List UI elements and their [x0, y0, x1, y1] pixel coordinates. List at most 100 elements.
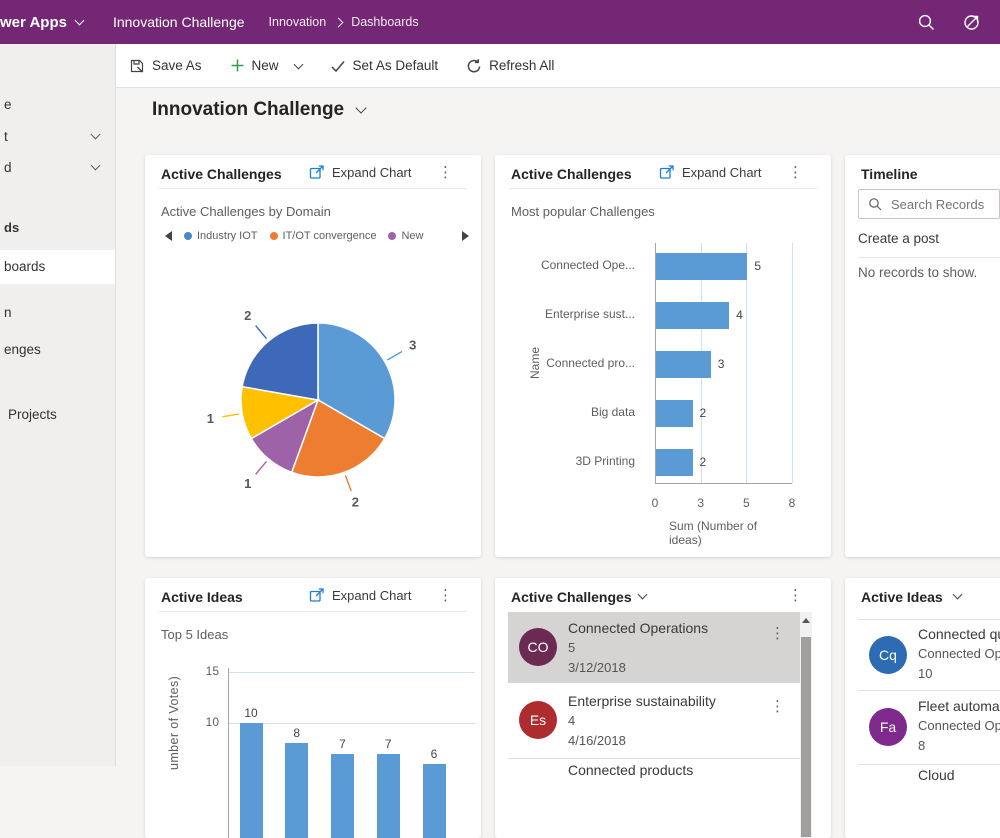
pie-leader-line: [255, 325, 268, 340]
bar[interactable]: [656, 399, 693, 427]
list-item-connected-quality[interactable]: Cq Connected qu Connected Op 10: [845, 620, 1000, 690]
y-tick-label: 15: [205, 664, 219, 678]
new-button[interactable]: New: [230, 58, 303, 73]
vote-count: 8: [918, 738, 926, 753]
search-icon[interactable]: [917, 13, 936, 32]
chevron-down-icon[interactable]: [637, 589, 648, 600]
app-name[interactable]: wer Apps: [0, 13, 67, 31]
bar-value-label: 3: [717, 357, 725, 371]
column-chart-plot: 15 10 10 8 7 7 6: [145, 578, 481, 838]
sidebar-item-dashboards[interactable]: boards: [0, 250, 115, 284]
list-item-partial[interactable]: Cloud: [918, 767, 955, 783]
dashboard-title[interactable]: Innovation Challenge: [152, 99, 367, 121]
sidebar-item-recent[interactable]: t: [0, 122, 115, 152]
gridline: [792, 243, 793, 483]
set-as-default-button[interactable]: Set As Default: [330, 58, 438, 73]
x-axis-label: Sum (Number of ideas): [669, 519, 758, 547]
x-tick-label: 0: [651, 496, 659, 510]
breadcrumb-area[interactable]: Innovation: [268, 15, 327, 29]
parent-challenge: Connected Op: [918, 646, 1000, 661]
list-scrollbar[interactable]: [800, 612, 812, 838]
card-active-ideas-chart: Active Ideas Expand Chart ⋮ Top 5 Ideas …: [145, 578, 481, 838]
y-tick-label: 10: [205, 715, 219, 729]
x-axis-line: [655, 483, 792, 484]
top-navigation-bar: wer Apps Innovation Challenge Innovation…: [0, 0, 1000, 44]
bar-chart-plot: 5 4 3 2 2: [655, 243, 793, 484]
refresh-icon: [467, 58, 481, 72]
pie-chart: 3 2 1 1 2: [207, 308, 417, 510]
vote-count: 10: [918, 666, 933, 681]
bar[interactable]: [656, 301, 730, 329]
expand-chart-icon: [309, 165, 324, 179]
card-active-challenges-list: Active Challenges ⋮ CO Connected Operati…: [495, 578, 831, 838]
save-as-button[interactable]: Save As: [129, 58, 202, 74]
more-commands-icon[interactable]: ⋮: [788, 164, 803, 181]
bar[interactable]: [656, 350, 711, 378]
card-title[interactable]: Active Ideas: [861, 589, 943, 605]
legend-next-icon[interactable]: [462, 231, 469, 241]
record-date: 4/16/2018: [568, 733, 626, 748]
column-bar[interactable]: [285, 743, 309, 838]
pie-slice[interactable]: [317, 322, 396, 440]
card-active-challenges-bar: Active Challenges Expand Chart ⋮ Most po…: [495, 155, 831, 557]
list-item-connected-operations[interactable]: CO Connected Operations 5 3/12/2018 ⋮: [508, 612, 800, 683]
list-item-fleet-automation[interactable]: Fa Fleet automat Connected Op 8: [845, 690, 1000, 764]
command-bar: Save As New Set As Default Refresh All: [115, 44, 1000, 88]
sidebar-item-projects[interactable]: Projects: [8, 407, 57, 422]
expand-chart-icon: [659, 165, 674, 179]
avatar: CO: [519, 628, 557, 666]
expand-chart-button[interactable]: Expand Chart: [309, 587, 412, 603]
more-commands-icon[interactable]: ⋮: [438, 164, 453, 181]
vote-count: 5: [568, 640, 576, 655]
bar-value-label: 10: [244, 706, 258, 720]
pie-value-label: 3: [409, 337, 416, 352]
sidebar-item-challenges[interactable]: enges: [4, 342, 41, 357]
list-item-partial[interactable]: Connected products: [568, 762, 694, 778]
refresh-all-button[interactable]: Refresh All: [466, 58, 554, 74]
pie-slice[interactable]: [290, 398, 386, 478]
legend-prev-icon[interactable]: [165, 231, 172, 241]
timeline-search-box[interactable]: [858, 189, 1000, 219]
more-commands-icon[interactable]: ⋮: [438, 587, 453, 604]
breadcrumb-page[interactable]: Dashboards: [351, 15, 419, 29]
scroll-up-icon[interactable]: [802, 618, 810, 623]
legend-label: IT/OT convergence: [282, 230, 377, 242]
bar-value-label: 8: [293, 726, 301, 741]
legend-label: New: [401, 230, 424, 242]
sidebar-item-pinned[interactable]: d: [0, 153, 115, 183]
quick-launch-icon[interactable]: [962, 12, 982, 32]
gridline: [746, 243, 748, 483]
row-more-icon[interactable]: ⋮: [770, 698, 785, 715]
chart-title: Top 5 Ideas: [161, 627, 229, 642]
chevron-down-icon[interactable]: [74, 15, 85, 26]
pie-leader-line: [344, 475, 352, 492]
module-title[interactable]: Innovation Challenge: [112, 14, 245, 30]
timeline-search-input[interactable]: [889, 195, 993, 213]
sidebar-group-label-2: n: [4, 305, 12, 320]
bar[interactable]: [656, 448, 693, 476]
card-title[interactable]: Active Challenges: [511, 589, 632, 605]
column-bar[interactable]: [422, 763, 446, 838]
bar-value-label: 4: [736, 308, 743, 322]
row-more-icon[interactable]: ⋮: [770, 625, 785, 642]
create-post-field[interactable]: Create a post: [858, 231, 940, 246]
pie-slice[interactable]: [241, 322, 319, 401]
expand-chart-button[interactable]: Expand Chart: [659, 164, 762, 180]
bar[interactable]: [656, 252, 748, 280]
x-tick-label: 8: [788, 496, 796, 510]
list-item-enterprise-sustainability[interactable]: Es Enterprise sustainability 4 4/16/2018…: [508, 683, 800, 758]
sidebar-item-home[interactable]: e: [4, 97, 12, 112]
bar-category-label: Enterprise sust...: [544, 307, 635, 321]
card-active-ideas-list: Active Ideas Cq Connected qu Connected O…: [845, 578, 1000, 838]
card-active-challenges-pie: Active Challenges Expand Chart ⋮ Active …: [145, 155, 481, 557]
checkmark-icon: [331, 60, 345, 72]
expand-chart-button[interactable]: Expand Chart: [309, 164, 412, 180]
bar-value-label: 5: [754, 259, 762, 273]
column-bar[interactable]: [239, 723, 263, 838]
scrollbar-thumb[interactable]: [801, 637, 811, 837]
pie-leader-line: [255, 460, 268, 475]
column-bar[interactable]: [331, 753, 354, 838]
more-commands-icon[interactable]: ⋮: [788, 587, 803, 604]
column-bar[interactable]: [376, 753, 400, 838]
chevron-down-icon[interactable]: [952, 589, 963, 600]
